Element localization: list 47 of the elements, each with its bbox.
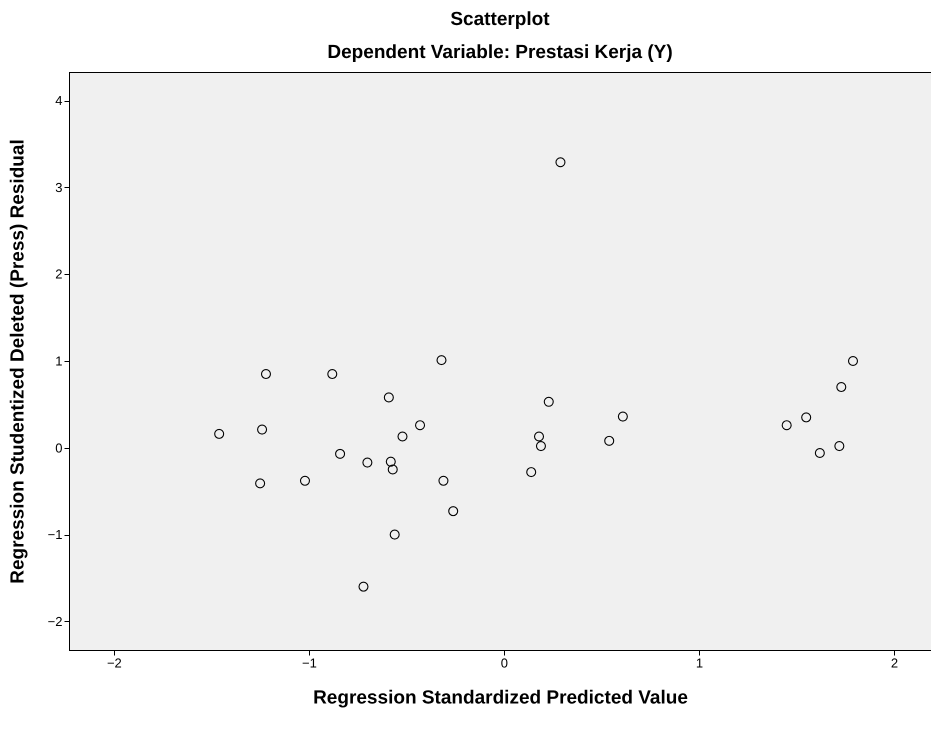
y-tick-label: −2 [48, 614, 62, 629]
point [848, 356, 858, 366]
point [534, 431, 544, 442]
point [384, 392, 394, 402]
y-tick-label: 0 [55, 440, 62, 456]
x-axis-title: Regression Standardized Predicted Value [313, 688, 688, 708]
point [362, 458, 372, 468]
point [526, 467, 536, 478]
y-tick-label: 4 [55, 93, 62, 108]
point [782, 420, 792, 430]
point [397, 431, 408, 442]
point [544, 396, 554, 407]
point [436, 355, 447, 366]
point [814, 448, 825, 458]
point [390, 530, 400, 540]
point [801, 412, 812, 422]
point [300, 476, 310, 486]
x-tick-label: 0 [500, 656, 508, 670]
y-axis-title: Regression Studentized Deleted (Press) Residual [8, 139, 29, 584]
point [386, 456, 396, 467]
point [536, 441, 546, 452]
y-tick-label: −1 [48, 527, 62, 542]
chart-subtitle: Dependent Variable: Prestasi Kerja (Y) [327, 42, 673, 63]
chart-title: Scatterplot [450, 9, 550, 30]
y-tick-label: 1 [55, 354, 62, 368]
point [618, 412, 628, 422]
point [834, 441, 844, 452]
point [438, 476, 448, 486]
point [358, 582, 369, 592]
point [388, 464, 398, 474]
point [415, 420, 426, 430]
y-tick-label: 3 [55, 180, 62, 195]
x-tick-label: 1 [696, 656, 704, 670]
point [555, 157, 566, 168]
point [836, 382, 846, 392]
point [257, 424, 268, 435]
y-tick-label: 2 [55, 266, 62, 282]
x-tick-label: 2 [890, 656, 898, 670]
point [604, 436, 614, 446]
point [260, 369, 271, 380]
point [214, 428, 224, 439]
point [255, 478, 266, 488]
point [448, 506, 458, 516]
x-tick-label: −2 [106, 656, 122, 670]
x-tick-label: −1 [302, 656, 317, 670]
point [335, 448, 346, 459]
point [327, 369, 338, 380]
